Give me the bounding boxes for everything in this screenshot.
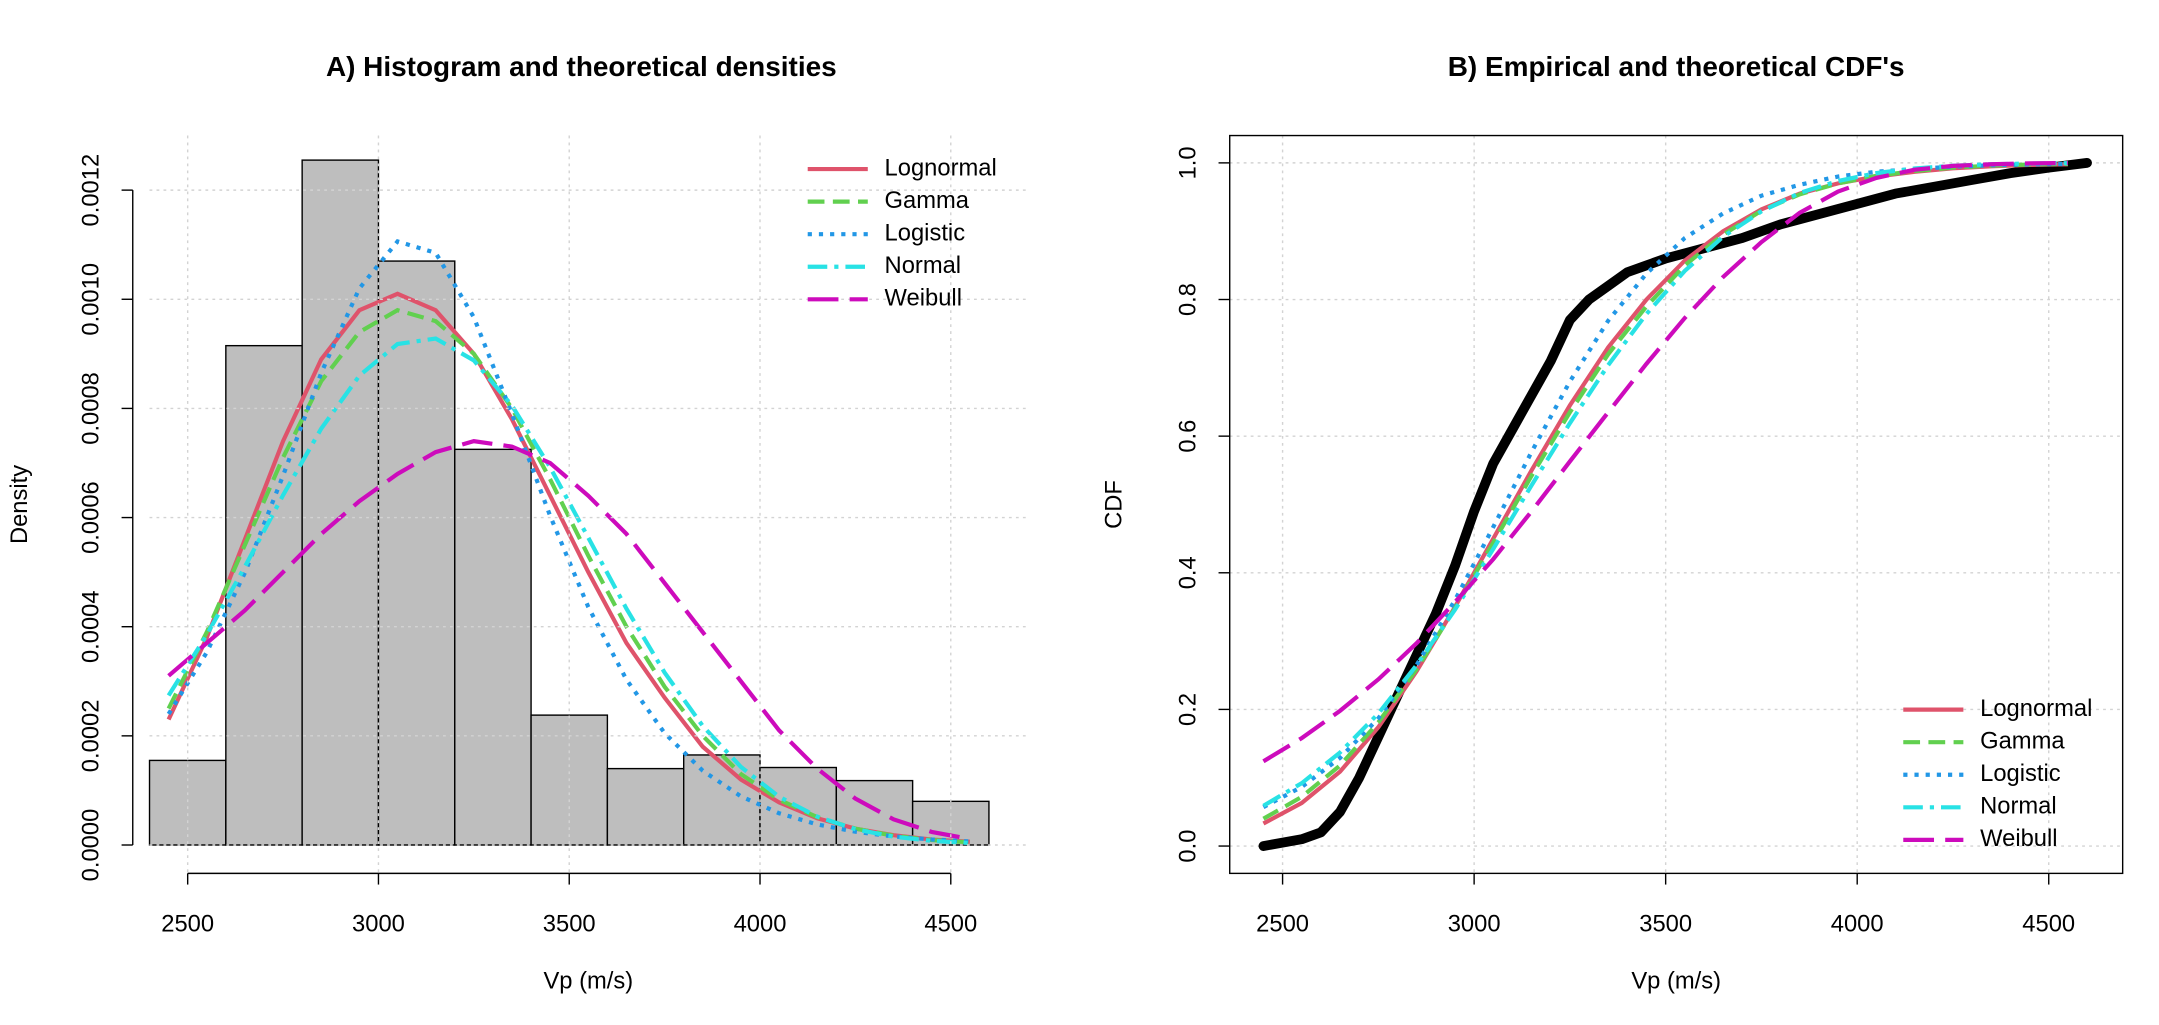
x-tick-label: 2500 — [161, 910, 214, 937]
x-tick-label: 3000 — [352, 910, 405, 937]
legend-label: Lognormal — [885, 154, 997, 181]
legend-label: Normal — [885, 252, 962, 279]
legend-label: Weibull — [885, 285, 962, 312]
x-axis-title: Vp (m/s) — [543, 968, 633, 995]
x-tick-label: 4000 — [734, 910, 787, 937]
empirical-cdf — [1258, 157, 2092, 851]
y-tick-label: 0.0000 — [78, 809, 105, 882]
x-tick-label: 3000 — [1448, 910, 1501, 937]
x-tick-label: 3500 — [1639, 910, 1692, 937]
legend-label: Weibull — [1980, 825, 2057, 852]
curve — [1262, 161, 2068, 808]
chart-title: A) Histogram and theoretical densities — [326, 51, 837, 82]
y-tick-label: 0.0006 — [78, 481, 105, 554]
bar — [454, 448, 532, 846]
y-tick-label: 0.8 — [1174, 283, 1201, 316]
marks — [1258, 157, 2092, 851]
y-tick-label: 0.0012 — [78, 154, 105, 227]
y-tick-label: 0.0008 — [78, 372, 105, 445]
legend-label: Logistic — [1980, 760, 2061, 787]
y-tick-label: 0.6 — [1174, 420, 1201, 453]
bar — [606, 767, 685, 846]
legend-label: Gamma — [885, 187, 970, 214]
x-axis-title: Vp (m/s) — [1631, 968, 1721, 995]
bar — [377, 260, 456, 846]
x-tick-label: 4000 — [1831, 910, 1884, 937]
y-tick-label: 0.4 — [1174, 556, 1201, 589]
y-tick-label: 0.0 — [1174, 830, 1201, 863]
x-tick-label: 4500 — [2022, 910, 2075, 937]
legend-label: Gamma — [1980, 727, 2065, 754]
y-tick-label: 0.0010 — [78, 263, 105, 336]
plot-box — [1229, 134, 2124, 875]
curve — [1262, 160, 2068, 764]
y-tick-label: 0.0004 — [78, 590, 105, 663]
y-tick-label: 0.0002 — [78, 700, 105, 773]
x-tick-label: 4500 — [924, 910, 977, 937]
curve — [166, 336, 970, 846]
y-tick-label: 0.2 — [1174, 693, 1201, 726]
bar — [148, 759, 227, 846]
grid — [149, 135, 1028, 874]
legend-label: Logistic — [885, 219, 966, 246]
curve — [1262, 161, 2068, 809]
x-tick-label: 2500 — [1256, 910, 1309, 937]
curve — [167, 439, 971, 842]
x-tick-label: 3500 — [543, 910, 596, 937]
legend-label: Lognormal — [1980, 695, 2092, 722]
chart-title: B) Empirical and theoretical CDF's — [1448, 51, 1905, 82]
legend-label: Normal — [1980, 793, 2057, 820]
y-axis-title: Density — [6, 465, 33, 544]
bar — [301, 159, 380, 846]
curve — [1262, 161, 2068, 821]
y-tick-label: 1.0 — [1174, 146, 1201, 179]
y-axis-title: CDF — [1100, 480, 1127, 529]
